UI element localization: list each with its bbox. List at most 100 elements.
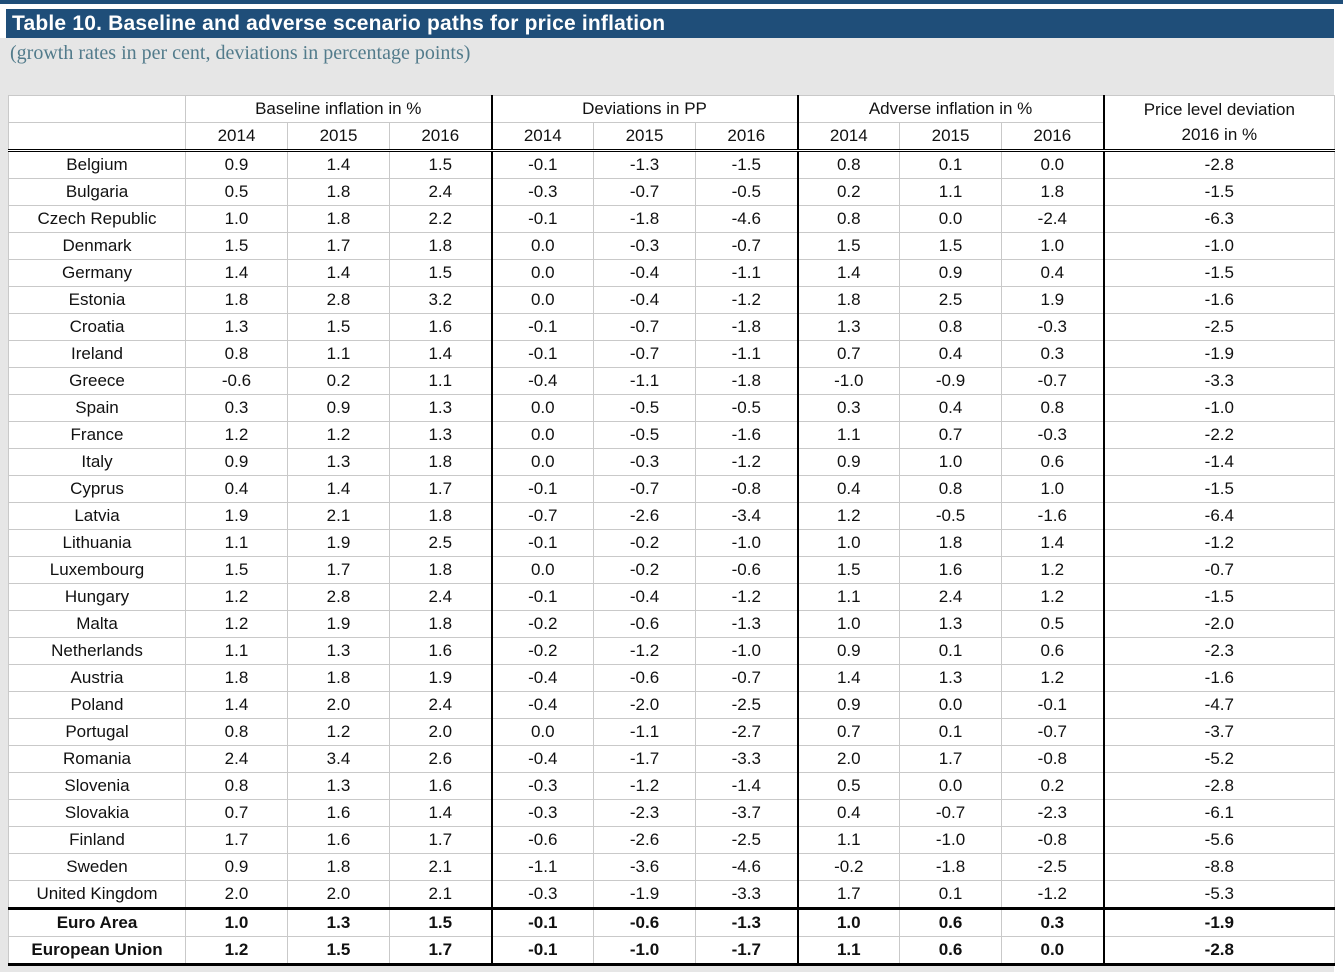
value-cell: -0.2 [797,853,901,881]
table-row: Lithuania 1.1 1.9 2.5 -0.1 -0.2 -1.0 1.0 1.8 1.4-… [8,529,1336,557]
value-cell: -2.5 [695,691,799,719]
value-cell: 1.7 [287,232,390,260]
value-cell: -1.8 [593,205,697,233]
value-cell: -0.7 [593,340,697,368]
value-cell: 1.8 [388,448,493,476]
value-cell: -0.1 [491,340,595,368]
value-cell: 0.9 [185,448,288,476]
value-cell: -1.3 [695,610,799,638]
value-cell: 1.5 [388,150,493,179]
value-cell: -1.2 [593,772,697,800]
value-cell: 0.1 [899,150,1003,179]
value-cell: 1.2 [1001,664,1105,692]
value-cell: 1.0 [797,529,901,557]
value-cell: 0.8 [899,475,1003,503]
country-cell: Denmark [8,232,186,260]
value-cell: 1.4 [185,259,288,287]
value-cell: 2.8 [287,286,390,314]
year-header: 2016 [1001,122,1105,152]
value-cell: -0.7 [1102,556,1336,584]
table-title: Table 10. Baseline and adverse scenario … [6,9,1334,38]
value-cell: -0.4 [491,745,595,773]
value-cell: 1.6 [388,772,493,800]
value-cell: -1.5 [1102,475,1336,503]
value-cell: 2.0 [287,691,390,719]
value-cell: 0.1 [899,718,1003,746]
value-cell: -6.3 [1102,205,1336,233]
value-cell: 1.3 [185,313,288,341]
country-cell: Romania [8,745,186,773]
value-cell: -1.3 [695,907,799,937]
value-cell: 1.8 [287,178,390,206]
value-cell: 1.4 [287,475,390,503]
value-cell: -1.0 [695,529,799,557]
value-cell: -0.4 [491,664,595,692]
value-cell: -1.7 [695,936,799,966]
table-row: Italy 0.9 1.3 1.8 0.0 -0.3 -1.2 0.9 1.0 0.6 -1.4 [8,448,1336,476]
value-cell: 1.8 [388,610,493,638]
value-cell: 1.0 [185,205,288,233]
country-cell: Belgium [8,150,186,179]
value-cell: 0.7 [185,799,288,827]
value-cell: -2.7 [695,718,799,746]
value-cell: -5.3 [1102,880,1336,909]
value-cell: 0.4 [899,340,1003,368]
value-cell: 1.8 [797,286,901,314]
value-cell: 1.7 [388,826,493,854]
value-cell: -1.6 [1102,286,1336,314]
value-cell: -5.2 [1102,745,1336,773]
value-cell: 3.2 [388,286,493,314]
value-cell: -1.1 [593,367,697,395]
value-cell: -1.5 [695,150,799,179]
value-cell: -3.6 [593,853,697,881]
value-cell: -1.0 [1102,394,1336,422]
value-cell: 1.5 [185,556,288,584]
year-header: 2014 [491,122,595,152]
value-cell: 1.0 [1001,475,1105,503]
value-cell: 0.0 [1001,150,1105,179]
value-cell: -0.5 [695,394,799,422]
country-cell: Cyprus [8,475,186,503]
value-cell: 1.8 [287,205,390,233]
value-cell: 1.1 [797,936,901,966]
value-cell: 1.5 [287,313,390,341]
value-cell: -2.8 [1102,936,1336,966]
value-cell: -0.1 [491,313,595,341]
value-cell: 2.2 [388,205,493,233]
value-cell: -0.5 [593,421,697,449]
country-cell: Finland [8,826,186,854]
value-cell: -1.2 [1102,529,1336,557]
value-cell: 1.4 [287,259,390,287]
value-cell: 1.1 [797,421,901,449]
value-cell: 1.7 [388,936,493,966]
value-cell: 1.2 [185,610,288,638]
value-cell: 0.8 [1001,394,1105,422]
value-cell: 0.8 [899,313,1003,341]
table-row: Euro Area 1.0 1.3 1.5 -0.1 -0.6 -1.3 1.0 0.6 0.3-… [8,907,1336,937]
value-cell: -1.2 [695,448,799,476]
value-cell: -1.8 [695,367,799,395]
value-cell: 1.1 [797,583,901,611]
value-cell: 1.0 [1001,232,1105,260]
group-header-price-level: Price level deviation 2016 in % [1102,95,1336,152]
value-cell: -0.2 [491,610,595,638]
table-row: Latvia 1.9 2.1 1.8 -0.7 -2.6 -3.4 1.2 -0.5 -1.6 -6… [8,502,1336,530]
value-cell: -3.7 [695,799,799,827]
value-cell: -1.0 [1102,232,1336,260]
value-cell: 0.8 [185,772,288,800]
group-header-baseline: Baseline inflation in % [184,95,493,123]
value-cell: -0.3 [593,448,697,476]
country-cell: Euro Area [8,907,186,937]
table-row: Ireland 0.8 1.1 1.4 -0.1 -0.7 -1.1 0.7 0.4 0.3 -1.… [8,340,1336,368]
value-cell: -0.7 [593,313,697,341]
value-cell: -0.4 [593,583,697,611]
value-cell: 2.4 [388,691,493,719]
table-row: Netherlands 1.1 1.3 1.6 -0.2 -1.2 -1.0 0.9 0.1 0.… [8,637,1336,665]
table-row: France 1.2 1.2 1.3 0.0 -0.5 -1.6 1.1 0.7 -0.3 -2.2 [8,421,1336,449]
value-cell: 1.7 [899,745,1003,773]
value-cell: 1.4 [1001,529,1105,557]
country-cell: Czech Republic [8,205,186,233]
value-cell: -1.1 [593,718,697,746]
value-cell: -0.8 [1001,826,1105,854]
value-cell: -1.1 [695,340,799,368]
